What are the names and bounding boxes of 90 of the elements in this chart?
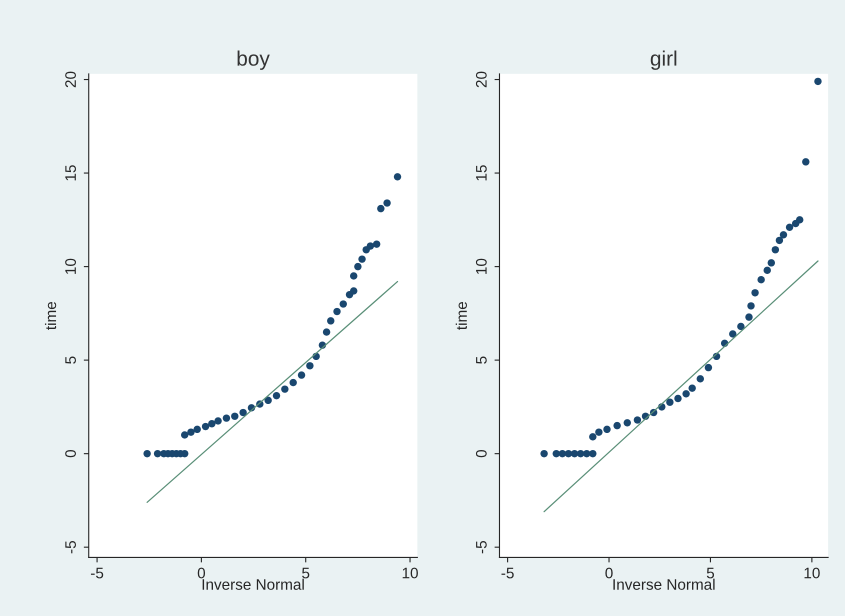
y-tick-label: 20 <box>476 72 487 88</box>
x-tick-label: -5 <box>90 568 104 578</box>
point <box>674 394 682 402</box>
point <box>570 450 578 458</box>
y-tick-label: 15 <box>65 165 76 180</box>
y-tick-label: 5 <box>65 356 76 364</box>
point <box>222 414 230 422</box>
point <box>704 364 712 372</box>
y-tick-label: 15 <box>476 165 487 180</box>
y-tick-label: 20 <box>65 72 76 88</box>
point <box>143 450 151 458</box>
y-tick-label: -5 <box>65 541 76 554</box>
point <box>350 287 358 295</box>
point <box>181 431 188 439</box>
point <box>772 246 780 254</box>
point <box>377 204 384 212</box>
point <box>281 385 289 393</box>
x-axis-title: Inverse Normal <box>202 578 304 590</box>
point <box>747 302 755 310</box>
point <box>764 266 771 274</box>
point <box>613 422 621 430</box>
y-tick-label: 10 <box>65 258 76 274</box>
point <box>751 289 759 296</box>
point <box>552 450 560 458</box>
x-tick-label: 0 <box>605 568 613 578</box>
point <box>372 240 380 248</box>
point <box>768 259 775 267</box>
point <box>624 419 631 426</box>
point <box>540 450 548 458</box>
point <box>239 408 247 416</box>
point <box>290 378 297 386</box>
point <box>298 371 306 379</box>
point <box>757 276 765 284</box>
point <box>272 392 280 400</box>
point <box>682 390 690 398</box>
x-tick-label: -5 <box>501 568 514 578</box>
point <box>696 375 704 383</box>
point <box>366 242 374 250</box>
point <box>208 420 216 428</box>
x-tick-label: 10 <box>804 568 820 578</box>
point <box>564 450 572 458</box>
point <box>780 231 788 238</box>
chart-title: boy <box>238 50 270 70</box>
point <box>796 216 804 224</box>
point <box>354 262 362 270</box>
point <box>154 450 162 458</box>
point <box>595 428 603 436</box>
y-axis-title: time <box>456 302 467 330</box>
point <box>745 313 753 321</box>
y-tick-label: 5 <box>476 356 487 364</box>
point <box>194 426 201 434</box>
y-axis-title: time <box>44 302 56 330</box>
point <box>322 328 330 336</box>
y-tick-label: 0 <box>476 450 487 458</box>
point <box>737 322 745 330</box>
point <box>214 417 222 425</box>
y-tick-label: 0 <box>65 450 76 458</box>
point <box>350 272 358 280</box>
point <box>327 317 334 325</box>
point <box>383 199 391 207</box>
x-tick-label: 5 <box>706 568 714 578</box>
point <box>776 236 784 244</box>
point <box>786 224 794 231</box>
point <box>187 428 195 436</box>
point <box>589 450 596 458</box>
x-tick-label: 10 <box>402 568 418 578</box>
point <box>264 396 272 404</box>
point <box>666 398 674 406</box>
x-tick-label: 0 <box>198 568 206 578</box>
point <box>634 416 642 424</box>
y-tick-label: -5 <box>476 541 487 554</box>
point <box>558 450 566 458</box>
point <box>583 450 590 458</box>
x-tick-label: 5 <box>302 568 310 578</box>
point <box>688 384 696 392</box>
y-tick-label: 10 <box>476 258 487 274</box>
point <box>333 308 341 316</box>
chart-title: girl <box>650 50 676 70</box>
point <box>394 173 402 180</box>
point <box>202 422 210 430</box>
point <box>358 255 366 263</box>
point <box>306 362 314 370</box>
x-axis-title: Inverse Normal <box>613 578 715 590</box>
point <box>340 300 347 308</box>
point <box>802 158 810 166</box>
point <box>814 78 822 86</box>
point <box>231 412 238 420</box>
point <box>729 330 736 338</box>
point <box>603 426 611 434</box>
point <box>589 433 596 440</box>
